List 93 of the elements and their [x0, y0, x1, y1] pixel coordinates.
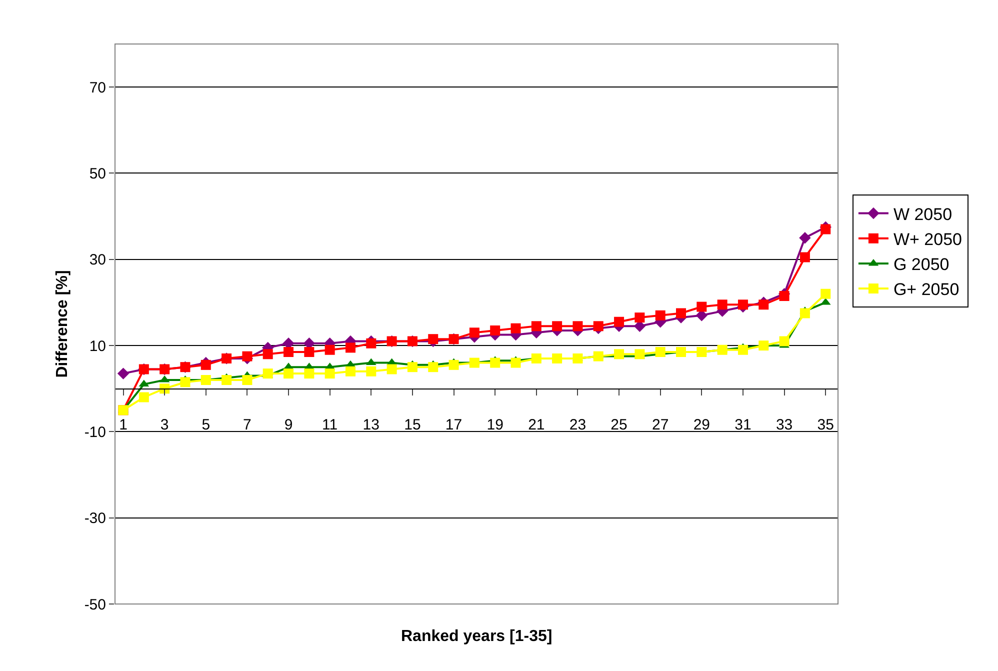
- x-tick-label: 25: [610, 416, 628, 434]
- x-tick-label: 21: [528, 416, 545, 434]
- point: [531, 321, 542, 332]
- point: [510, 323, 521, 334]
- y-tick-label: 50: [89, 165, 106, 182]
- x-tick-label: 7: [243, 416, 252, 434]
- point: [800, 308, 810, 318]
- point: [262, 349, 273, 360]
- point: [820, 224, 831, 234]
- x-tick-label: 31: [734, 416, 752, 434]
- point: [614, 349, 624, 360]
- point: [490, 325, 500, 336]
- x-tick-label: 1: [119, 416, 128, 434]
- point: [552, 353, 562, 364]
- point: [366, 338, 376, 348]
- x-tick-label: 33: [776, 416, 793, 434]
- x-axis-title: Ranked years [1-35]: [401, 628, 552, 645]
- point: [366, 366, 376, 376]
- point: [634, 312, 645, 323]
- point: [655, 310, 666, 320]
- legend-label: G 2050: [893, 255, 950, 274]
- point: [572, 321, 583, 332]
- y-tick-label: -30: [84, 510, 106, 528]
- point: [448, 360, 459, 370]
- point: [262, 368, 273, 379]
- point: [428, 362, 438, 372]
- x-tick-label: 15: [404, 416, 421, 434]
- point: [242, 351, 252, 362]
- point: [779, 291, 790, 301]
- point: [799, 232, 811, 244]
- point: [138, 392, 149, 402]
- point: [696, 347, 707, 357]
- point: [655, 347, 666, 357]
- point: [222, 375, 232, 385]
- point: [696, 302, 707, 312]
- point: [386, 364, 397, 374]
- point: [345, 366, 356, 376]
- point: [490, 358, 500, 368]
- x-tick-label: 3: [160, 416, 169, 434]
- x-tick-label: 23: [569, 416, 586, 434]
- point: [738, 344, 748, 355]
- point: [779, 336, 790, 346]
- point: [324, 344, 335, 355]
- x-tick-label: 35: [817, 416, 834, 434]
- x-tick-label: 5: [202, 416, 210, 434]
- point: [572, 353, 583, 364]
- point: [593, 321, 604, 332]
- point: [676, 347, 686, 357]
- point: [304, 347, 314, 357]
- point: [200, 360, 211, 370]
- x-tick-label: 13: [362, 416, 380, 434]
- legend-label: W 2050: [893, 204, 952, 224]
- x-tick-label: 27: [652, 416, 669, 434]
- point: [614, 316, 624, 327]
- x-tick-label: 29: [693, 416, 710, 434]
- point: [634, 349, 645, 360]
- point: [469, 358, 480, 368]
- y-tick-label: 30: [89, 252, 106, 269]
- point: [593, 351, 604, 362]
- point: [345, 342, 356, 353]
- point: [758, 340, 769, 351]
- point: [552, 321, 562, 332]
- y-tick-label: 10: [89, 338, 106, 355]
- point: [717, 300, 728, 310]
- point: [800, 252, 810, 262]
- point: [469, 328, 480, 338]
- point: [510, 358, 521, 368]
- point: [324, 368, 335, 379]
- point: [428, 334, 438, 344]
- point: [820, 288, 831, 299]
- x-tick-label: 9: [284, 416, 293, 434]
- point: [676, 308, 686, 318]
- point: [717, 344, 728, 355]
- point: [180, 377, 190, 388]
- y-axis-title: Difference [%]: [54, 270, 72, 378]
- x-tick-label: 17: [445, 416, 462, 434]
- y-tick-label: -50: [84, 596, 106, 614]
- point: [758, 300, 769, 310]
- y-tick-label: 70: [89, 79, 106, 96]
- point: [407, 362, 418, 372]
- y-tick-label: -10: [84, 424, 106, 441]
- legend-label: W+ 2050: [893, 230, 962, 249]
- point: [284, 347, 294, 357]
- x-tick-label: 11: [322, 416, 338, 434]
- point: [531, 353, 542, 364]
- point: [304, 368, 314, 379]
- point: [117, 368, 130, 380]
- x-tick-label: 19: [486, 416, 504, 434]
- legend-label: G+ 2050: [893, 280, 960, 300]
- point: [242, 375, 252, 385]
- point: [738, 300, 748, 310]
- point: [200, 375, 211, 385]
- point: [284, 368, 294, 379]
